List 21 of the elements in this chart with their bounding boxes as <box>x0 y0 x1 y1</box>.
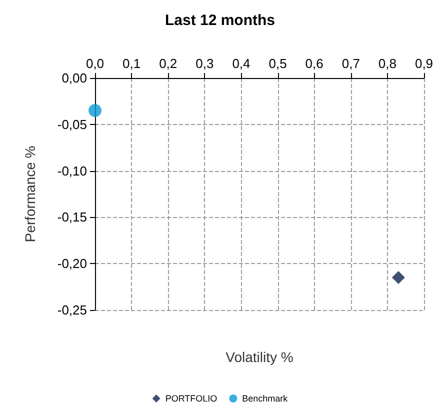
x-tick-label: 0,8 <box>378 56 396 71</box>
y-tick-label: -0,25 <box>57 302 87 318</box>
x-tick-label: 0,6 <box>305 56 324 71</box>
x-tick-label: 0,4 <box>232 56 250 71</box>
x-tick-label: 0,1 <box>122 56 141 71</box>
y-tick-label: -0,10 <box>57 163 87 178</box>
legend-label: PORTFOLIO <box>165 394 218 404</box>
y-tick-label: -0,05 <box>57 116 87 132</box>
x-axis-title: Volatility % <box>226 349 294 365</box>
x-tick-label: 0,2 <box>159 56 178 71</box>
chart-title: Last 12 months <box>164 12 276 29</box>
x-tick-label: 0,0 <box>86 56 104 71</box>
x-tick-label: 0,7 <box>342 56 360 71</box>
x-tick-label: 0,5 <box>268 56 287 71</box>
x-tick-label: 0,9 <box>414 56 434 71</box>
y-tick-label: -0,20 <box>57 256 87 272</box>
legend-label: Benchmark <box>242 394 288 404</box>
y-tick-label: -0,15 <box>57 210 87 225</box>
y-axis-title: Performance % <box>22 146 38 242</box>
x-tick-label: 0,3 <box>196 56 214 71</box>
y-tick-label: 0,00 <box>62 70 87 86</box>
